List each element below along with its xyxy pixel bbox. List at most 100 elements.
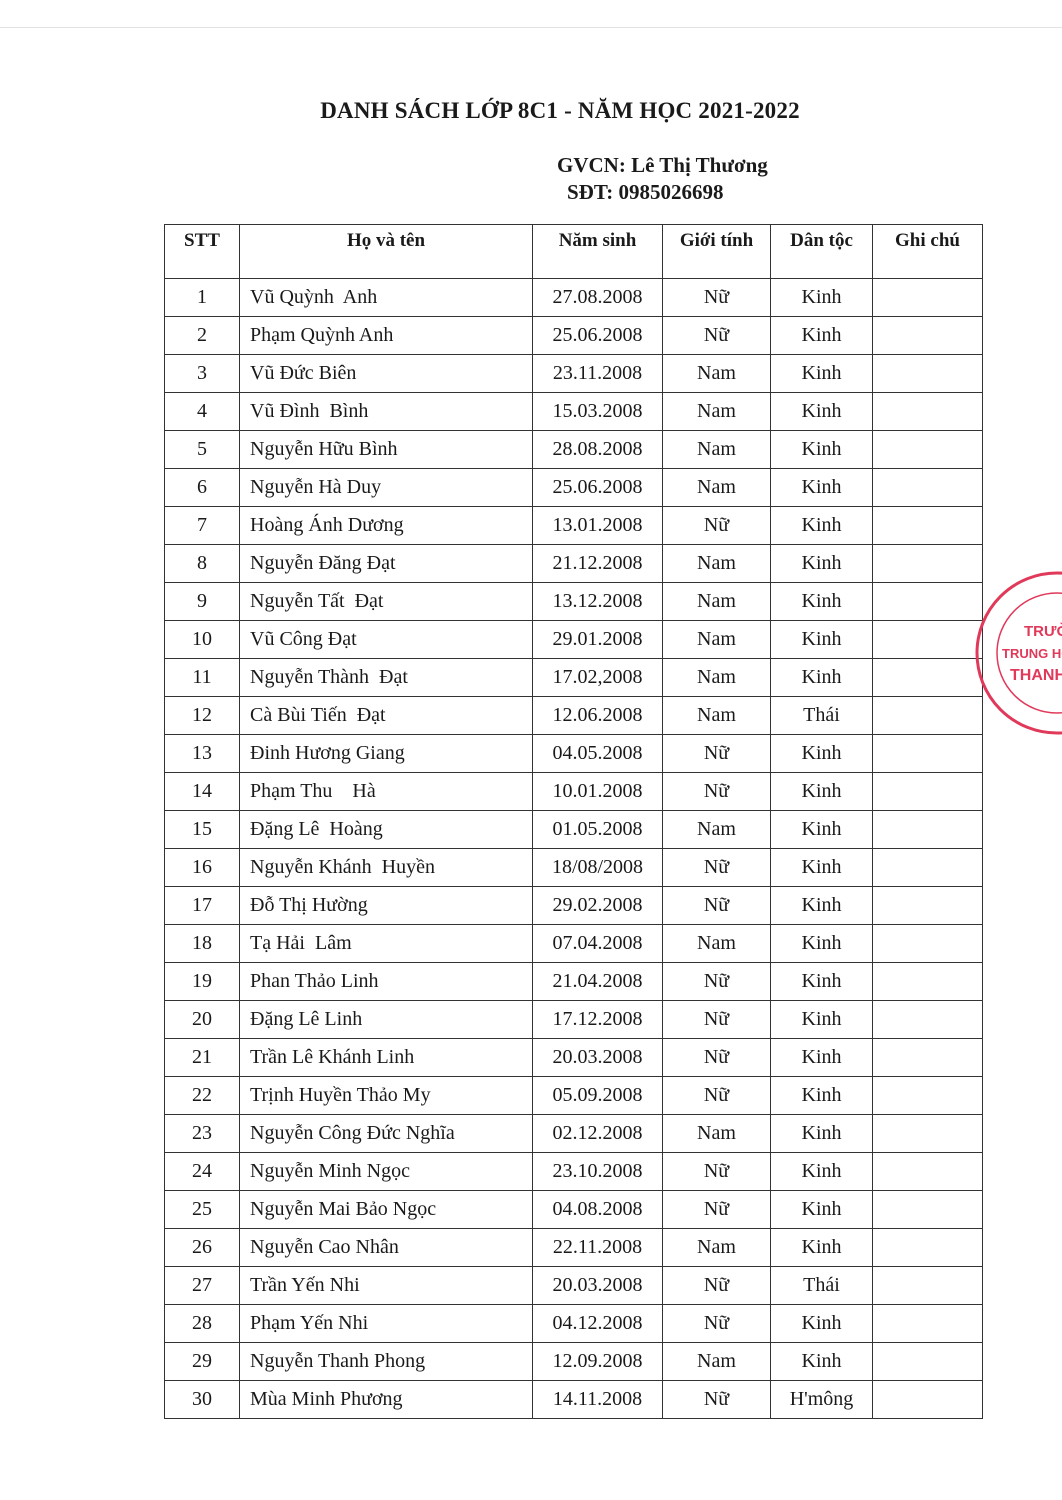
cell-ethnicity: Kinh <box>770 278 873 317</box>
cell-stt: 6 <box>164 468 240 507</box>
cell-gender: Nữ <box>662 886 771 925</box>
cell-gender: Nữ <box>662 1266 771 1305</box>
cell-notes <box>872 430 983 469</box>
table-row: 9 Nguyễn Tất Đạt 13.12.2008 Nam Kinh <box>164 582 983 621</box>
cell-gender: Nam <box>662 924 771 963</box>
cell-name: Nguyễn Tất Đạt <box>239 582 533 621</box>
cell-stt: 16 <box>164 848 240 887</box>
cell-gender: Nữ <box>662 1076 771 1115</box>
cell-stt: 11 <box>164 658 240 697</box>
cell-name: Nguyễn Khánh Huyền <box>239 848 533 887</box>
cell-ethnicity: Kinh <box>770 1304 873 1343</box>
cell-ethnicity: Kinh <box>770 1152 873 1191</box>
stamp-line3: THANH <box>1010 667 1062 684</box>
cell-stt: 25 <box>164 1190 240 1229</box>
cell-ethnicity: H'mông <box>770 1380 873 1419</box>
cell-gender: Nữ <box>662 1190 771 1229</box>
cell-notes <box>872 468 983 507</box>
table-row: 13 Đinh Hương Giang 04.05.2008 Nữ Kinh <box>164 734 983 773</box>
table-row: 7 Hoàng Ánh Dương 13.01.2008 Nữ Kinh <box>164 506 983 545</box>
cell-gender: Nữ <box>662 1152 771 1191</box>
cell-ethnicity: Kinh <box>770 506 873 545</box>
cell-gender: Nam <box>662 658 771 697</box>
table-row: 20 Đặng Lê Linh 17.12.2008 Nữ Kinh <box>164 1000 983 1039</box>
stamp-line2: TRUNG HỌ <box>1002 646 1062 661</box>
cell-birthdate: 27.08.2008 <box>532 278 663 317</box>
cell-ethnicity: Kinh <box>770 1076 873 1115</box>
cell-stt: 17 <box>164 886 240 925</box>
cell-ethnicity: Kinh <box>770 1000 873 1039</box>
cell-notes <box>872 620 983 659</box>
cell-notes <box>872 658 983 697</box>
cell-birthdate: 28.08.2008 <box>532 430 663 469</box>
cell-gender: Nam <box>662 544 771 583</box>
cell-name: Tạ Hải Lâm <box>239 924 533 963</box>
cell-birthdate: 20.03.2008 <box>532 1038 663 1077</box>
table-row: 10 Vũ Công Đạt 29.01.2008 Nam Kinh <box>164 620 983 659</box>
table-row: 8 Nguyễn Đăng Đạt 21.12.2008 Nam Kinh <box>164 544 983 583</box>
cell-notes <box>872 392 983 431</box>
cell-notes <box>872 1342 983 1381</box>
cell-birthdate: 04.12.2008 <box>532 1304 663 1343</box>
cell-ethnicity: Kinh <box>770 544 873 583</box>
table-row: 1 Vũ Quỳnh Anh 27.08.2008 Nữ Kinh <box>164 278 983 317</box>
cell-name: Đinh Hương Giang <box>239 734 533 773</box>
cell-notes <box>872 316 983 355</box>
school-stamp: TRƯỜ TRUNG HỌ THANH <box>975 571 1062 735</box>
cell-stt: 13 <box>164 734 240 773</box>
cell-stt: 27 <box>164 1266 240 1305</box>
table-row: 16 Nguyễn Khánh Huyền 18/08/2008 Nữ Kinh <box>164 848 983 887</box>
stamp-line1: TRƯỜ <box>1024 622 1062 640</box>
cell-gender: Nam <box>662 392 771 431</box>
cell-ethnicity: Kinh <box>770 582 873 621</box>
table-row: 28 Phạm Yến Nhi 04.12.2008 Nữ Kinh <box>164 1304 983 1343</box>
cell-gender: Nữ <box>662 506 771 545</box>
cell-birthdate: 29.02.2008 <box>532 886 663 925</box>
cell-stt: 28 <box>164 1304 240 1343</box>
cell-ethnicity: Kinh <box>770 620 873 659</box>
cell-birthdate: 21.04.2008 <box>532 962 663 1001</box>
cell-name: Trần Lê Khánh Linh <box>239 1038 533 1077</box>
cell-name: Nguyễn Công Đức Nghĩa <box>239 1114 533 1153</box>
cell-ethnicity: Kinh <box>770 392 873 431</box>
student-list-table: STT Họ và tên Năm sinh Giới tính Dân tộc… <box>164 224 983 1419</box>
cell-notes <box>872 1152 983 1191</box>
cell-birthdate: 12.06.2008 <box>532 696 663 735</box>
cell-notes <box>872 962 983 1001</box>
cell-gender: Nam <box>662 468 771 507</box>
cell-stt: 18 <box>164 924 240 963</box>
cell-ethnicity: Kinh <box>770 430 873 469</box>
cell-name: Nguyễn Hà Duy <box>239 468 533 507</box>
cell-notes <box>872 886 983 925</box>
cell-notes <box>872 278 983 317</box>
cell-ethnicity: Thái <box>770 696 873 735</box>
cell-stt: 5 <box>164 430 240 469</box>
cell-notes <box>872 1190 983 1229</box>
cell-stt: 12 <box>164 696 240 735</box>
cell-birthdate: 20.03.2008 <box>532 1266 663 1305</box>
cell-stt: 2 <box>164 316 240 355</box>
cell-gender: Nữ <box>662 772 771 811</box>
document-title: DANH SÁCH LỚP 8C1 - NĂM HỌC 2021-2022 <box>320 98 800 123</box>
cell-notes <box>872 1038 983 1077</box>
cell-gender: Nữ <box>662 962 771 1001</box>
cell-notes <box>872 1114 983 1153</box>
cell-stt: 20 <box>164 1000 240 1039</box>
cell-birthdate: 04.08.2008 <box>532 1190 663 1229</box>
cell-birthdate: 13.12.2008 <box>532 582 663 621</box>
table-row: 12 Cà Bùi Tiến Đạt 12.06.2008 Nam Thái <box>164 696 983 735</box>
cell-notes <box>872 1266 983 1305</box>
cell-stt: 24 <box>164 1152 240 1191</box>
cell-name: Phạm Thu Hà <box>239 772 533 811</box>
cell-birthdate: 22.11.2008 <box>532 1228 663 1267</box>
table-row: 5 Nguyễn Hữu Bình 28.08.2008 Nam Kinh <box>164 430 983 469</box>
cell-birthdate: 05.09.2008 <box>532 1076 663 1115</box>
cell-stt: 1 <box>164 278 240 317</box>
cell-stt: 15 <box>164 810 240 849</box>
cell-ethnicity: Kinh <box>770 848 873 887</box>
cell-birthdate: 07.04.2008 <box>532 924 663 963</box>
cell-name: Đỗ Thị Hường <box>239 886 533 925</box>
cell-stt: 19 <box>164 962 240 1001</box>
header-notes: Ghi chú <box>872 224 983 279</box>
cell-ethnicity: Thái <box>770 1266 873 1305</box>
